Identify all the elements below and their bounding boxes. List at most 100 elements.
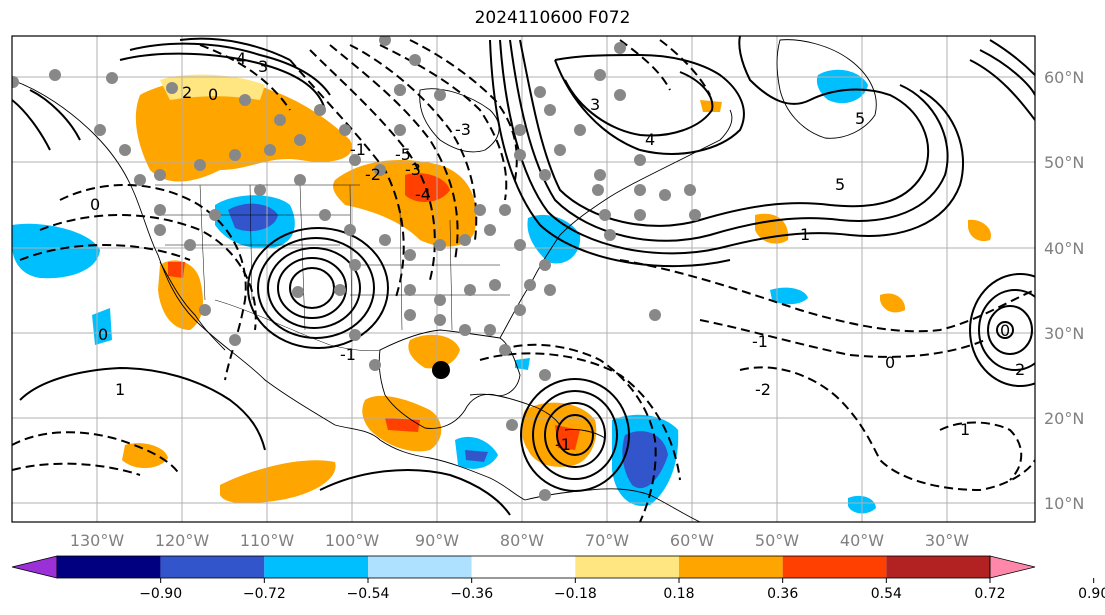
colorbar-segment (575, 556, 679, 578)
negative-area-rockies-core (228, 203, 278, 232)
coast-south-america (524, 488, 701, 522)
pacific-dashed-2 (12, 462, 141, 476)
atlantic-east-contour-4 (969, 273, 1035, 387)
colorbar-segment (782, 556, 887, 578)
atlantic-east-contour-1 (996, 321, 1014, 339)
alaska-contour-3 (179, 37, 291, 61)
lat-label: 50°N (1044, 153, 1084, 172)
lon-label: 100°W (325, 531, 380, 550)
anomaly-fills (12, 69, 991, 514)
coast-baja (159, 261, 226, 351)
west-trough-contour-2 (39, 214, 257, 331)
svg-text:-2: -2 (365, 165, 381, 184)
svg-text:0: 0 (1000, 321, 1010, 340)
negative-area-caribbean-east-core (622, 431, 668, 489)
alaska-contour-2 (119, 52, 326, 111)
ne-dashed-1 (659, 39, 711, 96)
carib-dashed-1 (499, 343, 657, 522)
carib-contour-4 (520, 378, 630, 492)
svg-text:-3: -3 (455, 120, 471, 139)
north-atlantic-contour-1 (519, 36, 930, 227)
lon-label: 70°W (585, 531, 629, 550)
map-title: 2024110600 F072 (474, 8, 631, 28)
north-atlantic-contour-3 (499, 39, 965, 255)
nw-contour-1 (12, 99, 51, 151)
carib-contour-1 (556, 414, 594, 456)
colorbar-segment (57, 556, 161, 578)
lon-label: 50°W (755, 531, 799, 550)
lon-label: 60°W (670, 531, 714, 550)
atlantic-dashed-1 (619, 259, 1035, 333)
ne-contour-1 (969, 59, 1035, 121)
ne-contour-3 (989, 39, 1035, 76)
svg-text:1: 1 (115, 380, 125, 399)
colorbar-tick-label: 0.36 (767, 586, 798, 602)
ne-dashed-2 (619, 39, 671, 91)
longitude-axis: 130°W 120°W 110°W 100°W 90°W 80°W 70°W 6… (70, 531, 969, 550)
svg-text:1: 1 (960, 420, 970, 439)
positive-area-atlantic-3 (968, 219, 991, 242)
contour-labels: 4 3 2 0 -1 -2 -3 -4 -5 5 1 2 -1 0 -2 -1 … (90, 49, 1025, 454)
svg-text:2: 2 (1015, 360, 1025, 379)
lat-label: 10°N (1044, 494, 1084, 513)
positive-area-atlantic-2 (880, 293, 906, 313)
svg-text:-1: -1 (350, 140, 366, 159)
coast-greenland (776, 39, 877, 139)
colorbar-outline (56, 555, 991, 579)
negative-area-pacific-west (12, 223, 100, 279)
trough-contour-3 (309, 49, 436, 281)
atlantic-east-contour-2 (987, 305, 1033, 355)
contours-dashed (12, 39, 1035, 522)
high-center-contour-3 (267, 247, 361, 329)
colorbar-segment (886, 556, 990, 578)
colorbar-tick-label: 0.72 (974, 586, 1005, 602)
colorbar-extend-low (11, 555, 58, 579)
high-center-contour-5 (247, 227, 389, 349)
west-trough-contour-1 (59, 184, 247, 381)
lon-label: 110°W (240, 531, 295, 550)
negative-area-central-america-core (465, 450, 488, 462)
contours-solid (12, 36, 1035, 516)
high-center-contour-1 (289, 267, 335, 309)
svg-text:-2: -2 (755, 380, 771, 399)
colorbar-tick-label: 0.18 (663, 586, 694, 602)
colorbar-segment (160, 556, 265, 578)
north-atlantic-contour-5 (554, 53, 745, 155)
coastlines (12, 39, 877, 522)
svg-text:3: 3 (590, 95, 600, 114)
atlantic-dashed-3 (739, 366, 1035, 492)
svg-text:0: 0 (98, 325, 108, 344)
negative-area-greenland (816, 69, 868, 104)
canada-dashed-1 (199, 44, 291, 111)
ne-contour-2 (979, 49, 1035, 96)
station-markers (12, 36, 701, 501)
coast-north-america-west (12, 79, 526, 501)
lat-label: 30°N (1044, 324, 1084, 343)
svg-text:4: 4 (236, 49, 246, 68)
carib-dashed-2 (479, 352, 681, 481)
positive-area-central-america-core (385, 418, 420, 432)
trough-contour-1 (349, 44, 478, 241)
svg-text:-1: -1 (555, 435, 571, 454)
positive-area-pacific-2 (220, 460, 336, 504)
high-center-contour-4 (257, 237, 375, 339)
alaska-contour-1 (129, 42, 331, 96)
svg-text:1: 1 (800, 225, 810, 244)
colorbar-tick-label: −0.36 (450, 586, 493, 602)
svg-text:-4: -4 (415, 185, 431, 204)
svg-text:5: 5 (855, 109, 865, 128)
lon-label: 80°W (500, 531, 544, 550)
atlantic-dashed-2 (699, 319, 986, 358)
trough-contour-5 (379, 44, 508, 201)
coast-hispaniola (564, 429, 606, 439)
latitude-axis: 60°N 50°N 40°N 30°N 20°N 10°N (1044, 68, 1084, 513)
state-borders (155, 184, 510, 352)
lon-label: 90°W (415, 531, 459, 550)
positive-area-caribbean-core (555, 425, 580, 450)
lat-label: 20°N (1044, 409, 1084, 428)
colorbar-segment (679, 556, 783, 578)
colorbar: −0.90 −0.72 −0.54 −0.36 −0.18 0.18 0.36 0.54 0.7… (11, 555, 1105, 602)
pacific-dashed-1 (12, 431, 181, 476)
positive-area-great-lakes-core (405, 173, 450, 202)
svg-text:-1: -1 (340, 345, 356, 364)
